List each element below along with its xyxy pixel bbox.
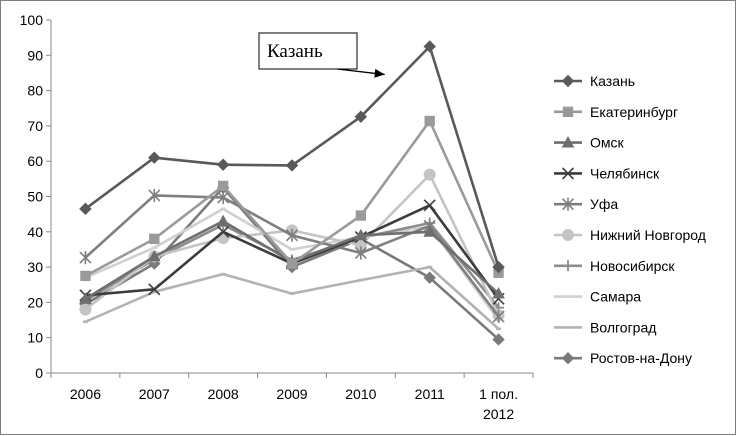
legend-label: Омск xyxy=(590,135,625,151)
y-tick-label: 60 xyxy=(27,153,43,169)
legend-entry-9: Волгоград xyxy=(554,319,656,335)
legend-label: Нижний Новгород xyxy=(590,227,706,243)
data-point xyxy=(79,202,92,216)
annotation: Казань xyxy=(258,32,385,78)
series-line xyxy=(84,265,500,330)
data-point xyxy=(354,228,368,241)
data-point xyxy=(492,309,505,324)
annotation-text: Казань xyxy=(267,41,323,62)
axes: 0 10 20 30 40 50 60 70 80 90 100 2006 2007 2008 2009 20… xyxy=(20,12,534,422)
annotation-box xyxy=(258,32,358,70)
x-tick-label: 2009 xyxy=(276,386,307,402)
legend-label: Казань xyxy=(590,73,635,89)
legend-entry-5: Уфа xyxy=(554,196,618,212)
annotation-arrow-head xyxy=(374,68,385,78)
series-2 xyxy=(80,115,504,282)
legend-swatch-marker xyxy=(562,260,574,272)
y-tick-label: 50 xyxy=(27,189,43,205)
legend-swatch-marker xyxy=(561,136,575,148)
data-point xyxy=(423,199,436,212)
data-point xyxy=(492,287,505,299)
y-tick-label: 30 xyxy=(27,259,43,275)
y-tick-label: 0 xyxy=(35,365,43,381)
x-tick-label: 2011 xyxy=(415,386,445,402)
legend-swatch-marker xyxy=(561,74,575,88)
data-point xyxy=(286,258,298,269)
data-point xyxy=(148,283,161,296)
legend-label: Новосибирск xyxy=(590,258,675,274)
data-point xyxy=(423,168,436,181)
legend-label: Екатеринбург xyxy=(590,104,678,120)
data-point xyxy=(492,260,505,274)
y-tick-label: 20 xyxy=(27,294,43,310)
x-tick-label: 2008 xyxy=(208,386,239,402)
data-point xyxy=(285,159,299,172)
legend-entry-4: Челябинск xyxy=(554,165,660,181)
data-point xyxy=(147,249,161,262)
x-tick-label: 2007 xyxy=(139,386,170,402)
data-point xyxy=(354,246,367,260)
data-point xyxy=(423,40,436,53)
data-point xyxy=(492,333,505,346)
legend-label: Ростов-на-Дону xyxy=(590,350,692,366)
legend-swatch-marker xyxy=(562,229,574,241)
legend-entry-6: Нижний Новгород xyxy=(554,227,706,243)
data-point xyxy=(79,250,92,265)
y-tick-label: 80 xyxy=(27,83,43,99)
x-tick-label: 2006 xyxy=(70,386,101,402)
y-tick-label: 70 xyxy=(27,118,43,134)
data-point xyxy=(424,115,435,127)
series-lines xyxy=(79,40,505,346)
legend-entry-1: Казань xyxy=(554,73,635,89)
data-point xyxy=(148,188,161,203)
legend-entry-2: Екатеринбург xyxy=(554,104,678,120)
data-point xyxy=(285,228,299,242)
y-tick-label: 40 xyxy=(27,224,43,240)
y-tick-label: 10 xyxy=(27,330,43,346)
legend-entry-8: Самара xyxy=(554,289,641,305)
x-tick-label: 1 пол. 2012 xyxy=(479,386,518,422)
legend-entry-10: Ростов-на-Дону xyxy=(554,350,692,366)
data-point xyxy=(355,210,367,221)
legend-label: Волгоград xyxy=(590,319,656,335)
legend-swatch-marker xyxy=(561,197,575,211)
data-point xyxy=(79,303,92,316)
data-point xyxy=(216,158,230,171)
legend-label: Челябинск xyxy=(590,165,660,181)
series-line xyxy=(84,119,500,278)
data-point xyxy=(149,233,160,245)
legend: Казань Екатеринбург Омск Челябинск Уфа Нижний… xyxy=(554,73,706,366)
legend-entry-7: Новосибирск xyxy=(554,258,675,274)
data-point xyxy=(80,270,91,282)
data-point xyxy=(423,225,437,237)
y-tick-label: 100 xyxy=(20,12,44,28)
data-point xyxy=(354,110,368,123)
data-point xyxy=(217,225,230,238)
legend-label: Самара xyxy=(590,289,641,305)
series-1 xyxy=(79,40,505,274)
data-point xyxy=(216,214,230,227)
legend-swatch-marker xyxy=(561,351,575,365)
legend-label: Уфа xyxy=(590,196,618,212)
x-tick-label: 2010 xyxy=(345,386,376,402)
data-point xyxy=(217,190,230,205)
y-tick-label: 90 xyxy=(27,47,43,63)
data-point xyxy=(423,271,436,284)
series-9 xyxy=(82,265,502,331)
data-point xyxy=(148,151,161,164)
data-point xyxy=(79,292,92,304)
legend-swatch-marker xyxy=(562,106,574,117)
legend-swatch-marker xyxy=(561,167,575,180)
legend-entry-3: Омск xyxy=(554,135,625,151)
data-point xyxy=(217,180,229,192)
